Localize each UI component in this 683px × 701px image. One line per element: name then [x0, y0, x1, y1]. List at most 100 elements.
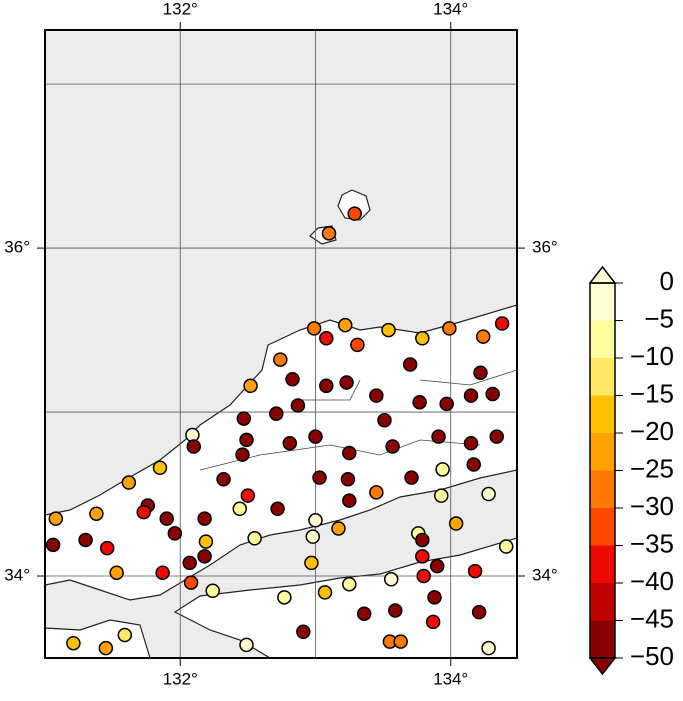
station	[402, 357, 418, 372]
x-tick-label: 134°	[433, 669, 468, 688]
station	[197, 549, 212, 564]
station	[45, 537, 61, 553]
station	[481, 486, 496, 502]
station	[337, 317, 353, 333]
station	[342, 493, 357, 508]
station	[415, 549, 430, 564]
station	[463, 435, 479, 451]
station	[317, 585, 333, 600]
station	[159, 511, 174, 526]
island	[337, 189, 371, 221]
station	[167, 526, 183, 541]
station	[183, 575, 199, 590]
station	[136, 504, 151, 520]
station	[431, 429, 446, 444]
colorbar-tick-label: −35	[630, 528, 674, 558]
station	[383, 572, 399, 587]
station	[331, 521, 346, 536]
station	[467, 563, 483, 579]
station	[48, 511, 64, 526]
basemap	[44, 30, 518, 659]
station	[471, 604, 487, 620]
station	[152, 460, 168, 476]
colorbar-tick-label: −20	[630, 416, 674, 446]
station	[425, 614, 441, 630]
colorbar-bin	[590, 358, 615, 396]
colorbar-bin	[590, 433, 615, 471]
colorbar-tick-label: −10	[630, 341, 674, 371]
station	[485, 386, 500, 402]
colorbar-bin	[590, 283, 615, 321]
colorbar-bin	[590, 583, 615, 621]
y-tick-label: 34°	[4, 566, 30, 585]
station	[232, 501, 248, 517]
colorbar-bin	[590, 545, 615, 583]
station	[308, 429, 323, 444]
station	[429, 558, 445, 574]
station	[435, 462, 450, 477]
station	[66, 635, 81, 651]
station	[285, 372, 300, 387]
station	[155, 565, 170, 580]
colorbar-bin	[590, 320, 615, 358]
colorbar-bin	[590, 508, 615, 546]
station	[240, 488, 256, 503]
station	[415, 331, 430, 346]
station	[304, 555, 319, 571]
x-tick-label: 134°	[433, 0, 468, 18]
station	[282, 435, 298, 451]
station	[404, 470, 419, 485]
station	[205, 583, 220, 599]
colorbar-bin	[590, 395, 615, 433]
colorbar-extend	[588, 657, 617, 676]
station	[481, 640, 496, 656]
colorbar: 0 −5 −10 −15 −20 −25 −30 −35 −40 −45 −50	[588, 265, 674, 676]
frame	[44, 29, 518, 659]
station	[473, 365, 488, 380]
colorbar-tick-label: −45	[630, 603, 674, 633]
colorbar-tick-label: −5	[644, 303, 674, 333]
station	[498, 539, 514, 554]
station	[369, 485, 384, 500]
station	[427, 590, 442, 605]
station	[182, 555, 197, 571]
station	[277, 590, 292, 605]
station	[247, 531, 262, 546]
station	[369, 388, 384, 403]
station	[308, 513, 323, 528]
station	[377, 412, 392, 428]
y-tick-label: 34°	[532, 566, 558, 585]
station	[434, 488, 449, 503]
colorbar-tick-label: −15	[630, 378, 674, 408]
station	[319, 378, 334, 394]
station	[99, 540, 115, 556]
colorbar-extend	[588, 265, 617, 284]
station	[186, 439, 202, 454]
station	[350, 337, 365, 353]
station	[89, 506, 104, 521]
station	[415, 532, 430, 548]
station	[416, 568, 431, 584]
station	[321, 226, 337, 241]
station	[235, 447, 250, 462]
station	[273, 352, 288, 367]
station	[243, 378, 258, 394]
station	[121, 475, 137, 490]
station	[494, 316, 510, 331]
station	[388, 603, 403, 618]
station	[198, 534, 214, 549]
station	[296, 624, 311, 640]
station	[347, 206, 362, 221]
station	[385, 439, 400, 454]
colorbar-tick-label: −50	[630, 641, 674, 671]
x-tick-label: 132°	[163, 669, 198, 688]
colorbar-tick-label: −25	[630, 453, 674, 483]
station	[489, 429, 504, 444]
station	[197, 511, 212, 526]
y-tick-label: 36°	[4, 238, 30, 257]
colorbar-bin	[590, 620, 615, 658]
station	[463, 388, 479, 403]
station	[340, 472, 356, 487]
station	[239, 432, 254, 448]
